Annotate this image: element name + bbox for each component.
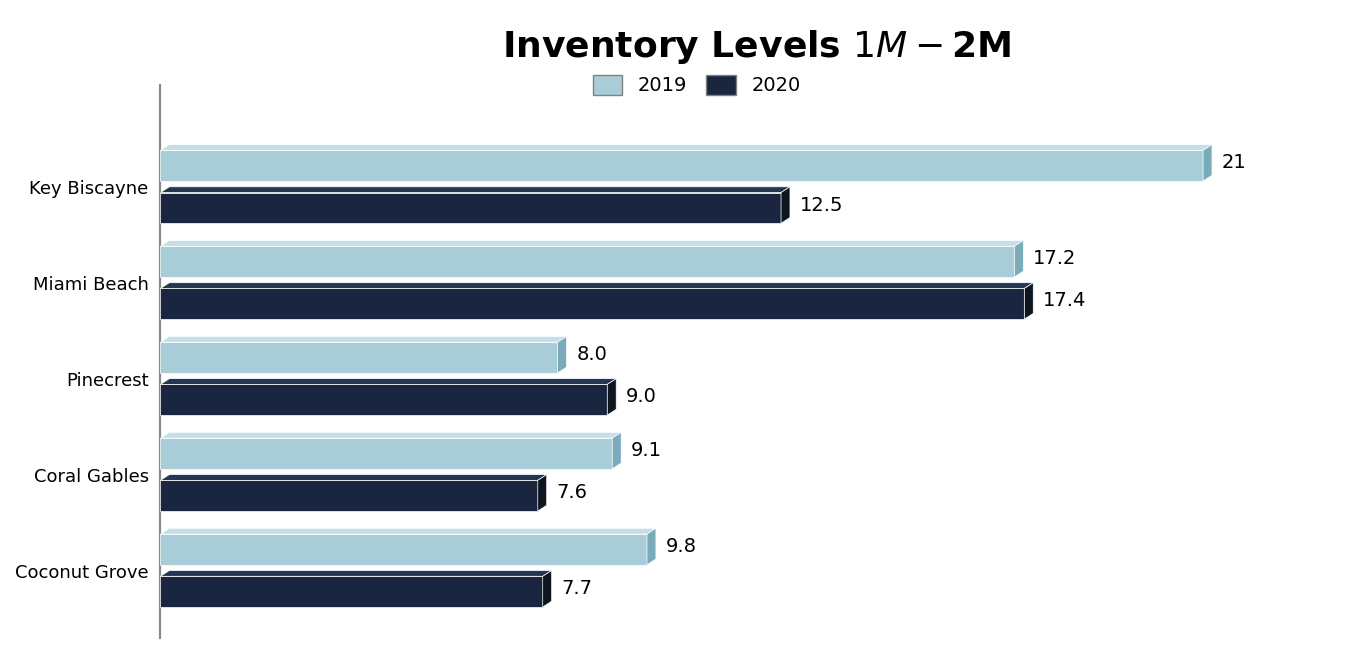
Polygon shape xyxy=(1014,240,1024,277)
Bar xyxy=(160,246,1014,277)
Title: Inventory Levels $1M - $2M: Inventory Levels $1M - $2M xyxy=(502,29,1010,67)
Polygon shape xyxy=(612,432,621,469)
Polygon shape xyxy=(160,379,617,384)
Polygon shape xyxy=(558,336,566,373)
Legend: 2019, 2020: 2019, 2020 xyxy=(585,67,808,103)
Polygon shape xyxy=(607,379,617,415)
Text: 17.4: 17.4 xyxy=(1043,292,1087,310)
Text: 21: 21 xyxy=(1222,153,1247,172)
Polygon shape xyxy=(160,475,547,480)
Bar xyxy=(160,192,781,223)
Polygon shape xyxy=(160,283,1033,288)
Polygon shape xyxy=(160,186,790,192)
Polygon shape xyxy=(160,240,1024,246)
Text: 7.6: 7.6 xyxy=(556,484,588,502)
Bar xyxy=(160,288,1024,319)
Bar xyxy=(160,480,537,511)
Polygon shape xyxy=(647,528,656,565)
Text: 12.5: 12.5 xyxy=(800,196,843,214)
Polygon shape xyxy=(160,571,552,576)
Polygon shape xyxy=(1024,283,1033,319)
Polygon shape xyxy=(160,145,1213,151)
Bar xyxy=(160,384,607,415)
Text: 9.1: 9.1 xyxy=(632,441,662,460)
Bar xyxy=(160,576,543,607)
Polygon shape xyxy=(1203,145,1213,181)
Polygon shape xyxy=(160,336,566,342)
Text: 7.7: 7.7 xyxy=(562,579,592,598)
Text: 17.2: 17.2 xyxy=(1033,249,1077,268)
Polygon shape xyxy=(781,186,790,223)
Polygon shape xyxy=(160,528,656,534)
Bar xyxy=(160,342,558,373)
Bar xyxy=(160,151,1203,181)
Bar xyxy=(160,438,612,469)
Polygon shape xyxy=(160,432,621,438)
Bar xyxy=(160,534,647,565)
Text: 8.0: 8.0 xyxy=(577,345,607,364)
Polygon shape xyxy=(537,475,547,511)
Polygon shape xyxy=(543,571,552,607)
Text: 9.0: 9.0 xyxy=(626,388,658,406)
Text: 9.8: 9.8 xyxy=(666,537,697,556)
